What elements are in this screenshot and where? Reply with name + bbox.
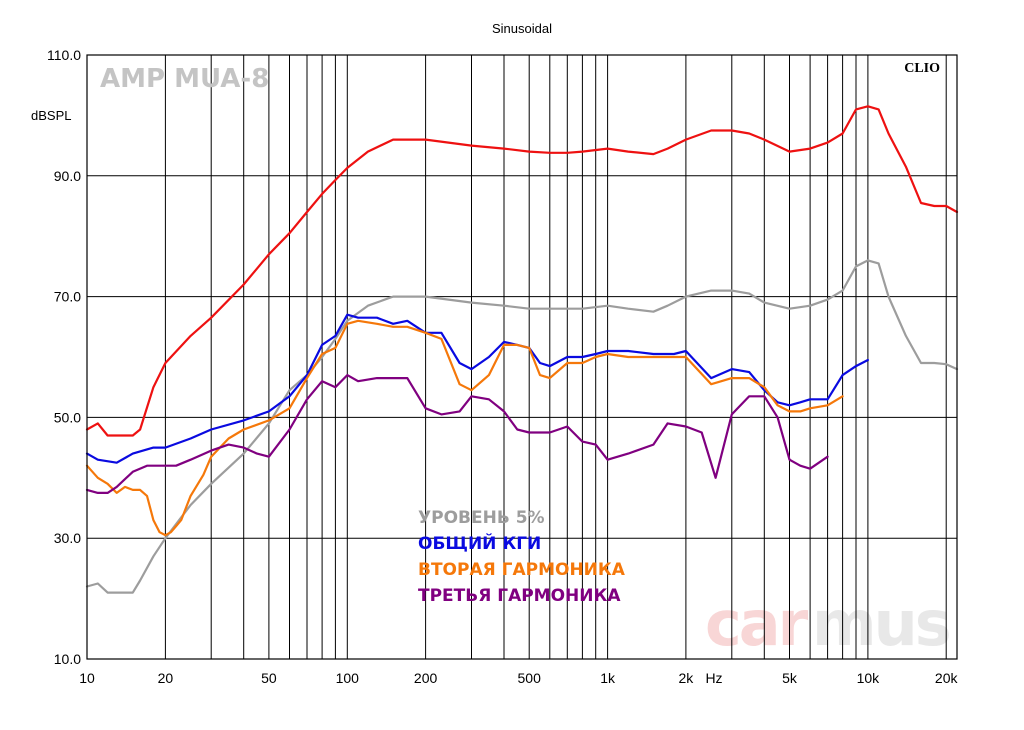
x-tick-label: 200 <box>414 670 438 686</box>
y-tick-label: 10.0 <box>54 651 81 667</box>
series-line-3 <box>85 319 844 537</box>
y-tick-labels: 10.0 30.0 50.0 70.0 90.0 110.0 <box>47 47 81 667</box>
plot-frame <box>86 54 958 660</box>
series-lines <box>85 105 959 594</box>
legend: УРОВЕНЬ 5% ОБЩИЙ КГИ ВТОРАЯ ГАРМОНИКА ТРЕТЬ… <box>418 508 626 606</box>
x-tick-labels: 10 20 50 100 200 500 1k 2k 5k 10k 20k <box>79 670 958 686</box>
series-line-2 <box>85 313 869 464</box>
watermark: car mus <box>705 587 952 660</box>
y-tick-label: 110.0 <box>47 47 81 63</box>
watermark-car: car <box>705 587 809 660</box>
x-tick-label: 100 <box>336 670 360 686</box>
y-tick-label: 70.0 <box>54 289 81 305</box>
series-line-1 <box>85 259 959 594</box>
chart-title: Sinusoidal <box>492 21 552 36</box>
legend-entry: УРОВЕНЬ 5% <box>418 508 545 528</box>
y-axis-label: dBSPL <box>31 108 71 123</box>
x-tick-label: 5k <box>782 670 798 686</box>
series-line-0 <box>85 105 959 437</box>
y-tick-label: 30.0 <box>54 530 81 546</box>
x-tick-label: 10k <box>857 670 881 686</box>
x-tick-label: 20k <box>935 670 959 686</box>
x-unit-label: Hz <box>705 670 722 686</box>
series-line-4 <box>85 374 829 494</box>
y-tick-label: 90.0 <box>54 168 81 184</box>
x-tick-label: 1k <box>600 670 616 686</box>
legend-entry: ОБЩИЙ КГИ <box>418 532 541 554</box>
x-tick-label: 10 <box>79 670 95 686</box>
watermark-mus: mus <box>812 587 949 660</box>
x-tick-label: 2k <box>679 670 695 686</box>
x-tick-label: 20 <box>158 670 174 686</box>
legend-entry: ТРЕТЬЯ ГАРМОНИКА <box>418 586 621 606</box>
legend-entry: ВТОРАЯ ГАРМОНИКА <box>418 560 626 580</box>
x-tick-label: 500 <box>518 670 542 686</box>
grid-lines <box>87 55 957 659</box>
y-tick-label: 50.0 <box>54 409 81 425</box>
x-tick-label: 50 <box>261 670 277 686</box>
clio-label: CLIO <box>904 61 940 76</box>
amp-label: AMP MUA-8 <box>100 64 269 94</box>
